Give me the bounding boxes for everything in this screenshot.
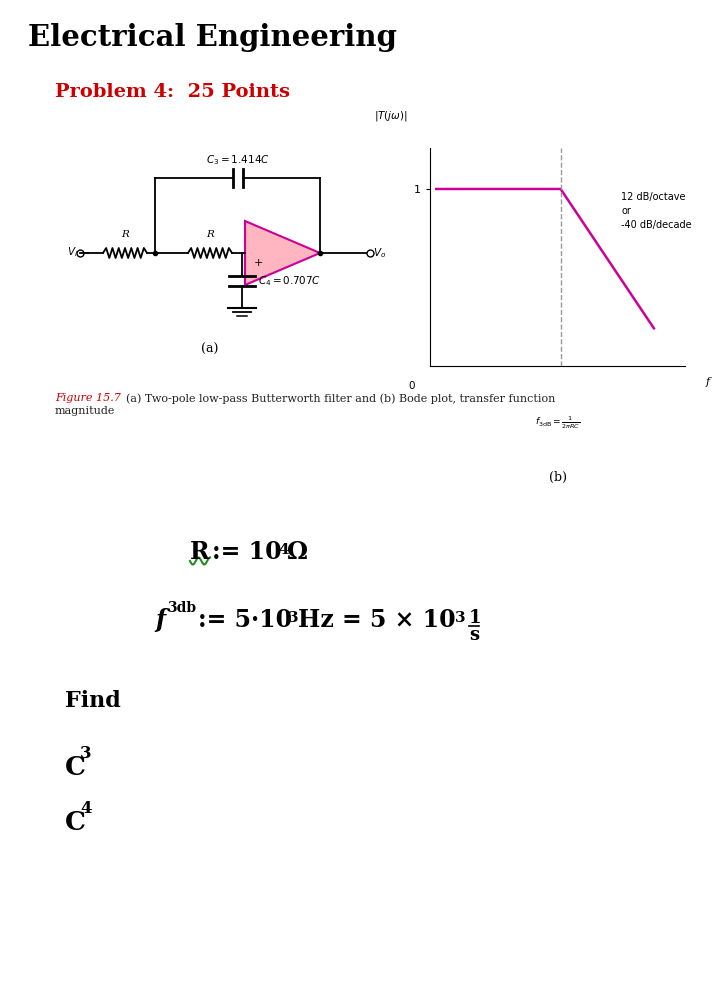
Text: 3: 3 — [80, 745, 91, 762]
Text: f: f — [155, 608, 165, 632]
Text: $C_3 = 1.414C$: $C_3 = 1.414C$ — [206, 153, 269, 167]
Text: $C_4 = 0.707C$: $C_4 = 0.707C$ — [258, 274, 321, 288]
Text: Electrical Engineering: Electrical Engineering — [28, 23, 397, 52]
Text: $V_i$: $V_i$ — [67, 245, 78, 259]
Text: Problem 4:  25 Points: Problem 4: 25 Points — [55, 83, 290, 101]
Text: Ω: Ω — [287, 540, 308, 564]
Text: := 10: := 10 — [212, 540, 282, 564]
Text: (b): (b) — [549, 471, 567, 484]
Text: 3db: 3db — [167, 601, 196, 615]
Text: $V_o$: $V_o$ — [373, 246, 386, 260]
Text: C: C — [65, 810, 86, 835]
Text: 4: 4 — [278, 543, 289, 557]
Text: (a) Two-pole low-pass Butterworth filter and (b) Bode plot, transfer function: (a) Two-pole low-pass Butterworth filter… — [119, 393, 555, 404]
Text: 12 dB/octave
or
-40 dB/decade: 12 dB/octave or -40 dB/decade — [621, 192, 692, 230]
Text: f: f — [706, 376, 709, 387]
Text: Hz = 5 × 10: Hz = 5 × 10 — [298, 608, 456, 632]
Polygon shape — [245, 221, 320, 285]
Text: s: s — [469, 626, 479, 644]
Text: 0: 0 — [408, 381, 415, 391]
Text: 3: 3 — [288, 611, 299, 625]
Text: 4: 4 — [80, 800, 91, 817]
Text: R: R — [206, 230, 214, 239]
Text: 1: 1 — [469, 609, 482, 627]
Text: magnitude: magnitude — [55, 406, 115, 416]
Text: Figure 15.7: Figure 15.7 — [55, 393, 121, 403]
Text: +: + — [254, 258, 264, 268]
Text: := 5·10: := 5·10 — [198, 608, 292, 632]
Text: R: R — [190, 540, 210, 564]
Text: 3: 3 — [455, 611, 466, 625]
Text: $|T(j\omega)|$: $|T(j\omega)|$ — [374, 109, 408, 123]
Text: $f_{3\rm dB}$$= \frac{1}{2\pi RC}$: $f_{3\rm dB}$$= \frac{1}{2\pi RC}$ — [535, 414, 580, 431]
Text: C: C — [65, 755, 86, 780]
Text: Find: Find — [65, 690, 121, 712]
Text: (a): (a) — [202, 343, 219, 356]
Text: R: R — [121, 230, 129, 239]
